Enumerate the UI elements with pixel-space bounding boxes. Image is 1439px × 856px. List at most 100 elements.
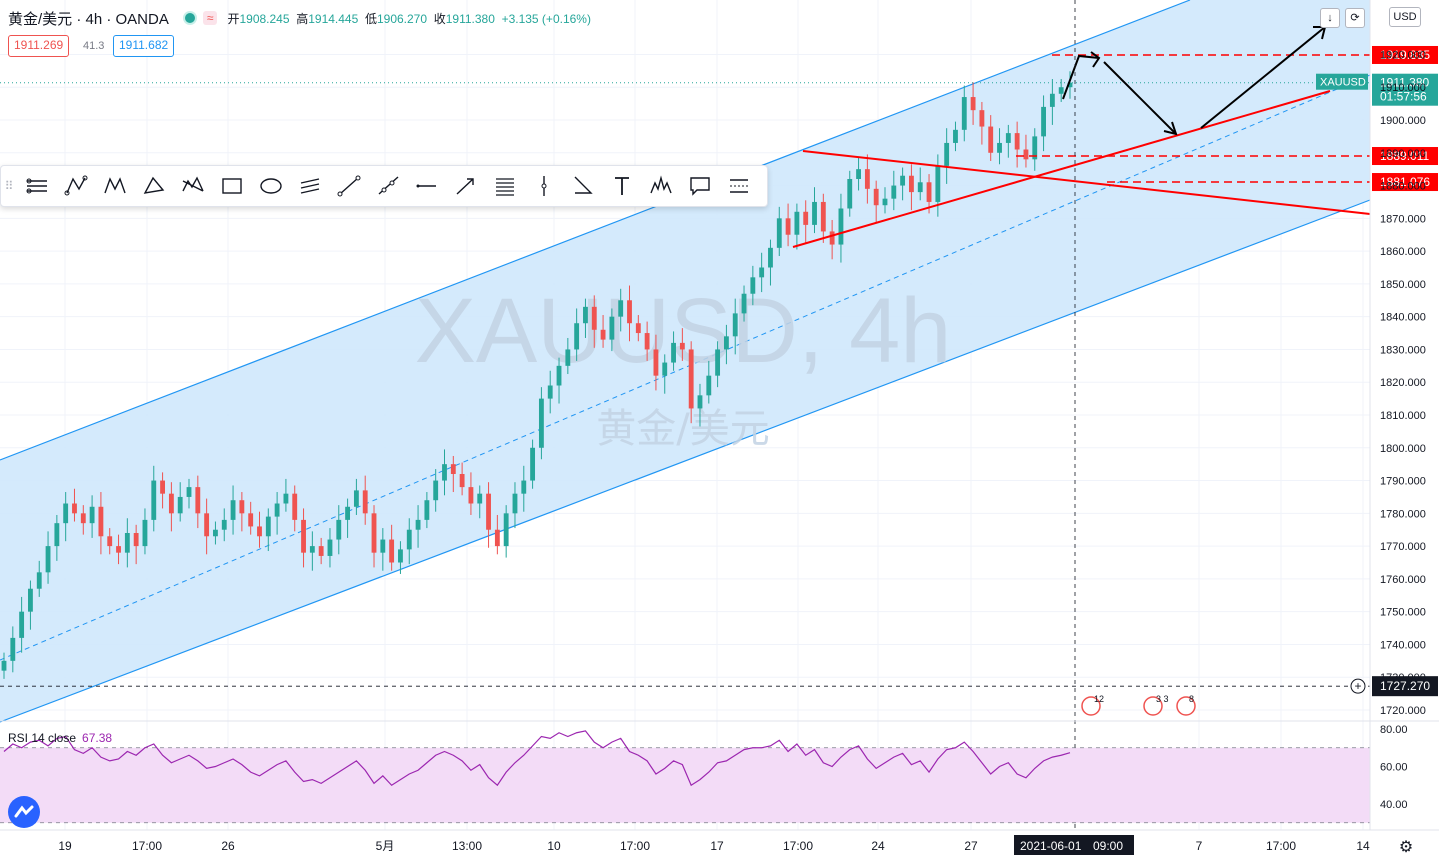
candle-body (336, 519, 342, 540)
drag-handle-icon[interactable]: ⠿ (4, 179, 14, 193)
candle-body (168, 493, 174, 514)
candle-body (265, 516, 271, 537)
vertical-line-icon[interactable] (524, 168, 563, 204)
xabcd-pattern-icon[interactable] (95, 168, 134, 204)
angle-icon[interactable] (563, 168, 602, 204)
candle-body (494, 529, 500, 547)
price-tick-label: 1760.000 (1380, 574, 1426, 586)
price-tick-label: 1740.000 (1380, 639, 1426, 651)
pitchfork-icon[interactable] (56, 168, 95, 204)
candle-body (926, 182, 932, 202)
symbol-tag-label: XAUUSD (1320, 77, 1366, 89)
reset-view-button[interactable]: ⟳ (1345, 8, 1365, 28)
sell-button[interactable]: 1911.269 (8, 35, 70, 57)
candle-body (847, 179, 853, 209)
candle-body (142, 519, 148, 547)
candle-body (406, 529, 412, 550)
candle-body (98, 506, 104, 537)
candle-body (917, 182, 923, 193)
price-tick-label: 1790.000 (1380, 476, 1426, 488)
crosshair-price-box (1372, 676, 1438, 697)
candle-body (36, 572, 42, 589)
candle-body (997, 142, 1002, 153)
event-count: 8 (1189, 694, 1194, 704)
candle-body (160, 480, 166, 494)
candle-body (459, 474, 465, 488)
crosshair-time-box (1014, 835, 1134, 855)
ellipse-icon[interactable] (251, 168, 290, 204)
ray-icon[interactable] (368, 168, 407, 204)
arrowhead-2 (1163, 121, 1178, 136)
settings-gear-icon: ⚙ (1399, 839, 1413, 856)
crosshair-price-label: 1727.270 (1380, 679, 1430, 693)
candle-body (503, 513, 509, 547)
candle-body (133, 533, 139, 547)
time-tick-label: 5月 (376, 839, 395, 853)
channel-lower-line (0, 199, 1371, 723)
symbol-title[interactable]: 黄金/美元 · 4h · OANDA (8, 10, 169, 28)
candle-body (988, 126, 994, 153)
candle-body (776, 218, 782, 248)
candle-body (477, 493, 483, 504)
candle-body (838, 208, 844, 245)
price-tick-label: 1900.000 (1380, 115, 1426, 127)
rectangle-icon[interactable] (212, 168, 251, 204)
time-tick-label: 10 (547, 839, 561, 853)
economic-event-flag-icon (1081, 696, 1101, 716)
candle-body (759, 267, 765, 278)
price-tick-label: 1830.000 (1380, 344, 1426, 356)
candle-body (900, 175, 906, 186)
ohlc-values: 开1908.245 高1914.445 低1906.270 收1911.380 … (227, 11, 591, 26)
scroll-down-button[interactable]: ↓ (1320, 8, 1340, 28)
candle-body (54, 523, 60, 547)
text-icon[interactable] (602, 168, 641, 204)
buy-button[interactable]: 1911.682 (113, 35, 175, 57)
price-tick-label: 1780.000 (1380, 508, 1426, 520)
price-tick-label: 1750.000 (1380, 607, 1426, 619)
head-shoulders-icon[interactable] (641, 168, 680, 204)
candle-body (829, 231, 835, 245)
triangle-icon[interactable] (134, 168, 173, 204)
arrow-icon[interactable] (446, 168, 485, 204)
candle-body (424, 500, 430, 520)
parallel-channel-icon[interactable] (17, 168, 56, 204)
candle-body (538, 398, 544, 448)
price-level-label: 1919.835 (1380, 48, 1430, 62)
tradingview-logo[interactable] (8, 796, 40, 828)
projection-arrow-1 (1062, 54, 1100, 100)
elliott-wave-icon[interactable] (173, 168, 212, 204)
price-tick-label: 1910.000 (1380, 82, 1426, 94)
rsi-value: 67.38 (82, 731, 113, 745)
projection-arrow-3 (1200, 26, 1326, 129)
rsi-band (0, 747, 1370, 823)
candle-body (327, 539, 333, 556)
legend: 黄金/美元 · 4h · OANDA ≈ 开1908.245 高1914.445… (8, 8, 591, 28)
candle-body (371, 513, 377, 553)
candle-body (512, 493, 518, 514)
candle-body (19, 611, 25, 638)
candle-body (618, 300, 624, 317)
price-tick-label: 1770.000 (1380, 541, 1426, 553)
fib-channel-icon[interactable] (290, 168, 329, 204)
trend-line-icon[interactable] (329, 168, 368, 204)
rsi-tick-label: 40.00 (1380, 799, 1408, 811)
candle-body (530, 447, 536, 481)
candle-body (450, 464, 456, 474)
fib-retracement-icon[interactable] (485, 168, 524, 204)
candle-body (723, 336, 729, 350)
horizontal-ray-icon[interactable] (407, 168, 446, 204)
channel-upper-line (0, 0, 1191, 461)
candle-body (627, 300, 632, 324)
economic-event-flag-icon (1176, 696, 1196, 716)
candle-body (1023, 149, 1029, 160)
drawing-toolbar: ⠿ (0, 165, 768, 207)
callout-icon[interactable] (680, 168, 719, 204)
currency-button[interactable]: USD (1389, 7, 1421, 27)
price-tick-label: 1820.000 (1380, 377, 1426, 389)
price-range-icon[interactable] (719, 168, 758, 204)
candle-body (318, 546, 324, 556)
candle-body (345, 506, 351, 520)
time-tick-label: 27 (964, 839, 978, 853)
candle-body (292, 493, 298, 520)
